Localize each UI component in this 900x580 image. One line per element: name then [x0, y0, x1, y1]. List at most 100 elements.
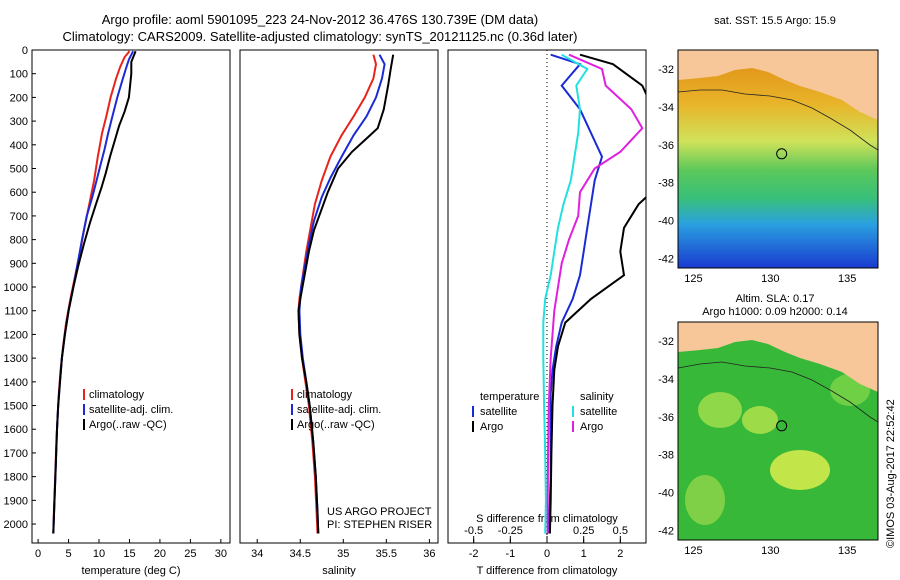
sst-land	[678, 50, 878, 120]
y-tick-label: 1300	[4, 353, 28, 365]
series-line-climatology	[297, 54, 378, 534]
y-tick-label: 600	[10, 187, 28, 199]
sla-blob	[685, 475, 725, 525]
y-tick-label: 1800	[4, 472, 28, 484]
map-y-tick-label: -36	[658, 140, 674, 152]
x-tick-label: 0	[35, 548, 41, 560]
y-tick-label: 1600	[4, 424, 28, 436]
series-line-argo	[548, 53, 646, 534]
x-tick-label: 34.5	[290, 548, 311, 560]
y-tick-label: 300	[10, 116, 28, 128]
x-tick-label: 35.5	[376, 548, 397, 560]
y-tick-label: 800	[10, 235, 28, 247]
y-tick-label: 1400	[4, 377, 28, 389]
x-tick-label: -2	[469, 548, 479, 560]
legend-title-temperature: temperature	[480, 391, 539, 403]
map-x-tick-label: 125	[684, 273, 702, 285]
legend-title-salinity: salinity	[580, 391, 614, 403]
x-axis-label: salinity	[322, 565, 356, 577]
legend-label: climatology	[89, 389, 145, 401]
legend-label: Argo	[480, 421, 503, 433]
x-tick-label: 25	[184, 548, 196, 560]
sla-map-title-line1: Altim. SLA: 0.17	[736, 293, 815, 305]
sst-map	[678, 50, 878, 268]
credit-line1: US ARGO PROJECT	[327, 506, 432, 518]
sla-blob	[742, 406, 778, 434]
map-y-tick-label: -42	[658, 254, 674, 266]
map-y-tick-label: -34	[658, 102, 674, 114]
y-tick-label: 100	[10, 69, 28, 81]
map-y-tick-label: -40	[658, 216, 674, 228]
legend-label: Argo(..raw -QC)	[89, 419, 167, 431]
map-y-tick-label: -42	[658, 526, 674, 538]
legend-label: climatology	[297, 389, 353, 401]
x-tick-label: 0	[544, 548, 550, 560]
x-top-tick-label: -0.5	[464, 525, 483, 537]
sst-isobath	[678, 89, 878, 151]
y-tick-label: 0	[22, 45, 28, 57]
x-tick-label: 34	[251, 548, 263, 560]
map-x-tick-label: 135	[838, 273, 856, 285]
x-tick-label: 20	[154, 548, 166, 560]
y-tick-label: 1500	[4, 401, 28, 413]
sst-map-frame	[677, 49, 879, 269]
legend-label: satellite	[580, 406, 617, 418]
sla-blob	[698, 392, 742, 428]
x-top-tick-label: 0.25	[573, 525, 594, 537]
sla-land	[678, 322, 878, 392]
map-x-tick-label: 125	[684, 545, 702, 557]
map-x-tick-label: 130	[761, 545, 779, 557]
y-tick-label: 1200	[4, 329, 28, 341]
x-axis-label: T difference from climatology	[477, 565, 618, 577]
x-axis-label: temperature (deg C)	[81, 565, 180, 577]
sla-map-frame	[677, 321, 879, 541]
y-tick-label: 1100	[4, 306, 28, 318]
y-tick-label: 900	[10, 258, 28, 270]
map-y-tick-label: -34	[658, 374, 674, 386]
legend-label: satellite-adj. clim.	[89, 404, 173, 416]
legend-label: Argo(..raw -QC)	[297, 419, 375, 431]
y-tick-label: 500	[10, 164, 28, 176]
series-line-climatology	[52, 50, 131, 534]
legend-label: Argo	[580, 421, 603, 433]
map-y-tick-label: -32	[658, 336, 674, 348]
y-tick-label: 200	[10, 92, 28, 104]
figure-title-line1: Argo profile: aoml 5901095_223 24-Nov-20…	[101, 12, 539, 27]
panel-0-frame	[31, 49, 231, 544]
x-top-tick-label: 0.5	[613, 525, 628, 537]
y-tick-label: 400	[10, 140, 28, 152]
credit-line2: PI: STEPHEN RISER	[327, 519, 432, 531]
sla-map	[678, 322, 878, 540]
y-tick-label: 1700	[4, 448, 28, 460]
series-line-argo	[297, 54, 395, 534]
x-tick-label: 36	[423, 548, 435, 560]
y-tick-label: 1000	[4, 282, 28, 294]
map-x-tick-label: 130	[761, 273, 779, 285]
map-y-tick-label: -38	[658, 450, 674, 462]
series-group	[52, 50, 137, 534]
x-tick-label: 2	[617, 548, 623, 560]
sla-float-marker	[776, 420, 788, 432]
x-tick-label: 30	[215, 548, 227, 560]
series-line-argo	[52, 50, 137, 534]
series-line-satellite_salinity	[542, 53, 589, 534]
sla-map-title-line2: Argo h1000: 0.09 h2000: 0.14	[702, 306, 848, 318]
legend-label: satellite-adj. clim.	[297, 404, 381, 416]
x-tick-label: -1	[505, 548, 515, 560]
x-top-tick-label: -0.25	[498, 525, 523, 537]
series-line-satellite	[298, 54, 386, 534]
y-tick-label: 2000	[4, 519, 28, 531]
legend-label: satellite	[480, 406, 517, 418]
x-tick-label: 35	[337, 548, 349, 560]
sst-map-title: sat. SST: 15.5 Argo: 15.9	[714, 15, 836, 27]
x-tick-label: 5	[65, 548, 71, 560]
x-tick-label: 15	[123, 548, 135, 560]
y-tick-label: 1900	[4, 495, 28, 507]
sst-float-marker	[776, 148, 788, 160]
series-group	[297, 54, 395, 534]
map-y-tick-label: -38	[658, 178, 674, 190]
map-y-tick-label: -40	[658, 488, 674, 500]
x-tick-label: 1	[581, 548, 587, 560]
panel-1-frame	[239, 49, 439, 544]
